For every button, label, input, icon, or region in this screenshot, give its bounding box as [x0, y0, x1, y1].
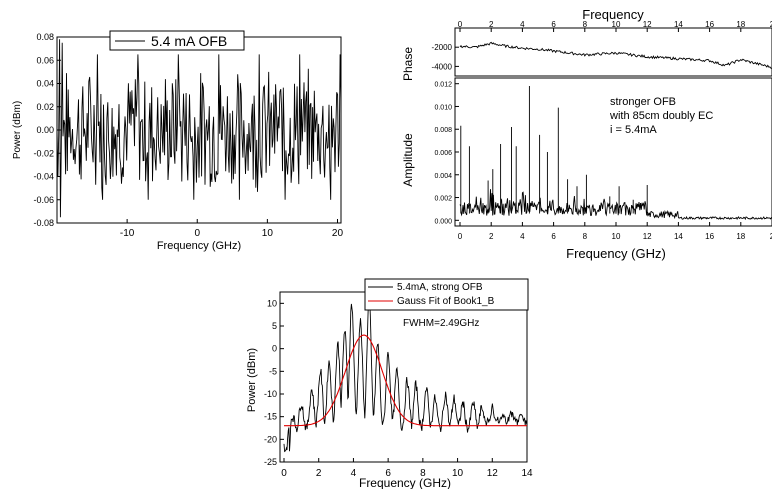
amp-y-tick-label-2: 0.004	[434, 173, 452, 180]
y-axis-ticks: -0.08 -0.06 -0.04 -0.02 0.00 0.02 0.04 0.06 0.08	[33, 32, 61, 228]
legend-label-series-2: Gauss Fit of Book1_B	[397, 296, 495, 307]
x-tick-label-0: 0	[281, 468, 287, 479]
y-tick-label-5: 0	[272, 344, 277, 354]
amp-x-tick-label-6: 12	[643, 232, 652, 241]
amplitude-y-axis-label: Amplitude	[401, 133, 415, 187]
y-axis-ticks: -25 -20 -15 -10 -5 0 5 10	[264, 298, 284, 467]
y-axis-label: Power (dBm)	[12, 101, 23, 159]
phase-y-tick-label-1: -4000	[432, 62, 453, 71]
top-x-tick-label-0: 0	[458, 20, 463, 29]
x-tick-label-3: 6	[385, 468, 391, 479]
y-tick-label-4: 0.00	[36, 125, 54, 135]
annotation-line-2: with 85cm doubly EC	[609, 110, 713, 122]
annotation-fwhm: FWHM=2.49GHz	[403, 318, 479, 329]
amp-x-tick-label-7: 14	[674, 232, 683, 241]
top-x-tick-label-10: 2	[770, 20, 772, 29]
annotation-line-1: stronger OFB	[610, 96, 676, 108]
legend-box	[109, 30, 245, 51]
amp-x-tick-label-3: 6	[551, 232, 556, 241]
y-tick-label-3: -0.02	[33, 148, 54, 158]
amp-y-tick-label-0: 0.000	[434, 218, 452, 225]
y-tick-label-4: -5	[269, 366, 277, 376]
amp-y-tick-label-5: 0.010	[434, 104, 452, 111]
top-x-axis-ticks: 0 2 4 6 8 10 12 14 16 18 2	[458, 20, 772, 32]
x-tick-label-1: 2	[316, 468, 322, 479]
y-tick-label-8: 0.08	[36, 32, 54, 42]
top-x-axis-label: Frequency	[582, 7, 644, 22]
chart-gauss-fit-bottom: -25 -20 -15 -10 -5 0 5 10 0 2 4 6 8 10 12 14 Frequency…	[246, 278, 533, 489]
x-tick-label-1: 0	[194, 228, 200, 239]
amp-x-tick-label-0: 0	[458, 232, 463, 241]
top-x-tick-label-8: 16	[705, 20, 714, 29]
y-tick-label-2: -15	[264, 412, 277, 422]
amplitude-x-axis-ticks: 0 2 4 6 8 10 12 14 16 18 2	[458, 222, 772, 241]
top-x-tick-label-4: 8	[583, 20, 588, 29]
legend-box	[364, 278, 529, 311]
legend-label-5-4-ma-ofb: 5.4 mA OFB	[151, 33, 227, 49]
phase-y-tick-label-0: -2000	[432, 43, 453, 52]
amp-x-tick-label-1: 2	[489, 232, 494, 241]
chart-power-spectrum-top-left: -0.08 -0.06 -0.04 -0.02 0.00 0.02 0.04 0.06 0.08…	[12, 30, 344, 252]
chart-phase-amplitude-top-right: Frequency 0 2 4 6 8 10 12 14 16 18 2 -2000 -4000 Ph…	[401, 7, 772, 261]
series-line-5-4-ma-ofb	[56, 39, 342, 218]
y-tick-label-7: 10	[267, 298, 277, 308]
y-tick-label-6: 0.04	[36, 79, 54, 89]
top-x-tick-label-2: 4	[520, 20, 525, 29]
amplitude-y-axis-ticks: 0.000 0.002 0.004 0.006 0.008 0.010 0.012	[434, 82, 459, 225]
amp-x-tick-label-4: 8	[583, 232, 588, 241]
amp-y-tick-label-1: 0.002	[434, 196, 452, 203]
amp-y-tick-label-6: 0.012	[434, 82, 452, 89]
y-tick-label-2: -0.04	[33, 172, 54, 182]
x-axis-label: Frequency (GHz)	[566, 246, 666, 261]
x-axis-label: Frequency (GHz)	[157, 240, 241, 252]
x-tick-label-4: 8	[420, 468, 426, 479]
y-tick-label-3: -10	[264, 389, 277, 399]
top-x-tick-label-7: 14	[674, 20, 683, 29]
amplitude-line	[459, 86, 772, 221]
x-axis-ticks: 0 2 4 6 8 10 12 14	[281, 458, 533, 479]
top-x-tick-label-6: 12	[643, 20, 652, 29]
amp-x-tick-label-10: 2	[770, 232, 772, 241]
top-x-tick-label-5: 10	[612, 20, 621, 29]
phase-frame	[454, 27, 772, 77]
legend: 5.4 mA OFB	[109, 30, 245, 51]
x-tick-label-0: -10	[120, 228, 135, 239]
top-x-tick-label-1: 2	[489, 20, 494, 29]
amp-x-tick-label-9: 18	[736, 232, 745, 241]
amp-y-tick-label-4: 0.008	[434, 127, 452, 134]
x-tick-label-2: 4	[351, 468, 357, 479]
y-tick-label-7: 0.06	[36, 55, 54, 65]
y-tick-label-1: -0.06	[33, 195, 54, 205]
phase-line	[459, 41, 772, 69]
x-tick-label-5: 10	[452, 468, 464, 479]
amp-x-tick-label-8: 16	[705, 232, 714, 241]
phase-y-axis-label: Phase	[401, 47, 415, 81]
phase-y-axis-ticks: -2000 -4000	[432, 43, 459, 71]
legend-label-series-1: 5.4mA, strong OFB	[397, 282, 483, 293]
amp-y-tick-label-3: 0.006	[434, 150, 452, 157]
y-axis-label: Power (dBm)	[246, 348, 258, 412]
y-tick-label-6: 5	[272, 321, 277, 331]
y-tick-label-0: -25	[264, 457, 277, 467]
x-tick-label-7: 14	[521, 468, 533, 479]
x-axis-label: Frequency (GHz)	[359, 476, 451, 489]
top-x-tick-label-9: 18	[736, 20, 745, 29]
x-axis-ticks: -10 0 10 20	[120, 219, 344, 239]
legend: 5.4mA, strong OFB Gauss Fit of Book1_B	[364, 278, 529, 311]
series-line-gauss-fit	[284, 334, 527, 427]
y-tick-label-1: -20	[264, 434, 277, 444]
x-tick-label-3: 20	[332, 228, 344, 239]
series-line-5-4ma-strong-ofb	[283, 298, 528, 453]
x-tick-label-2: 10	[262, 228, 274, 239]
amp-x-tick-label-2: 4	[520, 232, 525, 241]
top-x-tick-label-3: 6	[551, 20, 556, 29]
amp-x-tick-label-5: 10	[612, 232, 621, 241]
x-tick-label-6: 12	[487, 468, 499, 479]
annotation-line-3: i = 5.4mA	[610, 124, 657, 136]
y-tick-label-5: 0.02	[36, 102, 54, 112]
y-tick-label-0: -0.08	[33, 218, 54, 228]
